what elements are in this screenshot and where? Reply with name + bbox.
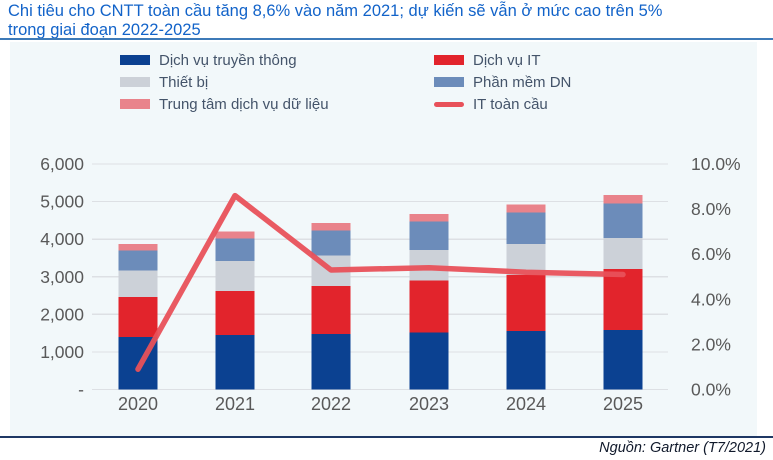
bar-segment — [506, 274, 546, 332]
bar-segment — [118, 270, 158, 297]
y-axis-tick-left: - — [78, 380, 84, 400]
bar-segment — [603, 269, 643, 331]
bar-segment — [409, 213, 449, 222]
y-axis-tick-right: 4.0% — [691, 289, 731, 309]
bar-segment — [215, 335, 255, 390]
x-axis-label: 2022 — [311, 394, 351, 414]
y-axis-tick-left: 3,000 — [40, 267, 84, 287]
legend-label: Trung tâm dịch vụ dữ liệu — [159, 95, 329, 113]
legend-label: IT toàn cầu — [473, 95, 548, 113]
y-axis-tick-right: 10.0% — [691, 154, 741, 174]
bar-segment — [311, 223, 351, 231]
y-axis-tick-left: 2,000 — [40, 304, 84, 324]
bar-segment — [215, 231, 255, 239]
x-axis-label: 2021 — [215, 394, 255, 414]
y-axis-tick-right: 8.0% — [691, 199, 731, 219]
y-axis-tick-right: 0.0% — [691, 380, 731, 400]
legend-swatch-navy — [120, 55, 150, 65]
bar-segment — [311, 333, 351, 390]
bar-segment — [603, 194, 643, 204]
legend-item-thiet-bi: Thiết bị — [120, 74, 434, 91]
legend-swatch-red — [434, 55, 464, 65]
legend-item-phan-mem-dn: Phần mềm DN — [434, 74, 660, 91]
chart-title-line1: Chi tiêu cho CNTT toàn cầu tăng 8,6% vào… — [8, 2, 663, 20]
bar-segment — [409, 280, 449, 333]
x-axis-label: 2024 — [506, 394, 546, 414]
legend-label: Dịch vụ IT — [473, 51, 541, 69]
y-axis-tick-left: 1,000 — [40, 342, 84, 362]
bottom-divider — [0, 436, 773, 438]
title-divider — [0, 38, 773, 40]
source-caption: Nguồn: Gartner (T7/2021) — [599, 440, 766, 456]
bar-segment — [603, 330, 643, 390]
y-axis-tick-right: 2.0% — [691, 334, 731, 354]
chart-title-line2: trong giai đoạn 2022-2025 — [8, 20, 201, 39]
bar-segment — [215, 238, 255, 262]
bar-segment — [118, 296, 158, 338]
x-axis-label: 2025 — [603, 394, 643, 414]
x-axis-label: 2020 — [118, 394, 158, 414]
bar-segment — [311, 285, 351, 334]
legend-label: Phần mềm DN — [473, 73, 572, 91]
bar-segment — [506, 204, 546, 213]
bar-segment — [506, 331, 546, 390]
legend-label: Dịch vụ truyền thông — [159, 51, 297, 69]
chart-legend: Dịch vụ truyền thông Dịch vụ IT Thiết bị… — [120, 49, 660, 115]
legend-swatch-bluegray — [434, 77, 464, 87]
legend-swatch-pink — [120, 99, 150, 109]
bar-segment — [506, 212, 546, 244]
legend-item-dich-vu-truyen-thong: Dịch vụ truyền thông — [120, 52, 434, 69]
y-axis-tick-left: 5,000 — [40, 192, 84, 212]
bar-segment — [118, 250, 158, 271]
legend-label: Thiết bị — [159, 73, 209, 91]
legend-item-dich-vu-it: Dịch vụ IT — [434, 52, 660, 69]
bar-segment — [409, 221, 449, 251]
bar-segment — [118, 244, 158, 251]
bar-segment — [215, 290, 255, 336]
bar-segment — [603, 203, 643, 239]
growth-line — [135, 192, 626, 372]
bar-segment — [603, 238, 643, 270]
x-axis-label: 2023 — [409, 394, 449, 414]
legend-swatch-gray — [120, 77, 150, 87]
chart-title: Chi tiêu cho CNTT toàn cầu tăng 8,6% vào… — [8, 2, 770, 39]
legend-item-trung-tam-dich-vu-du-lieu: Trung tâm dịch vụ dữ liệu — [120, 96, 434, 113]
y-axis-tick-left: 4,000 — [40, 229, 84, 249]
y-axis-tick-left: 6,000 — [40, 154, 84, 174]
bar-segment — [311, 230, 351, 256]
bar-segment — [409, 332, 449, 390]
legend-line-swatch — [434, 101, 464, 107]
legend-item-it-toan-cau: IT toàn cầu — [434, 96, 660, 113]
bar-segment — [215, 261, 255, 291]
y-axis-tick-right: 6.0% — [691, 244, 731, 264]
